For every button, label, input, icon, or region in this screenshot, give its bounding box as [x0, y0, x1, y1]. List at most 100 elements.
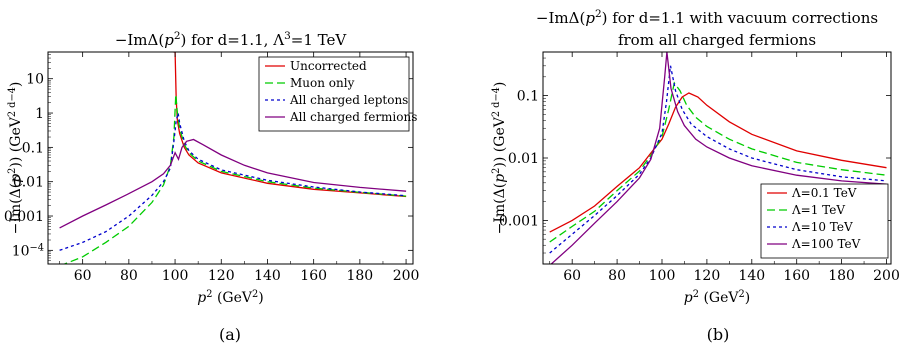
y-tick-label-base: 0.001 — [4, 209, 44, 225]
chart-title-part: 2 — [595, 8, 602, 20]
chart-title: −ImΔ(p2) for d=1.1 with vacuum correctio… — [536, 8, 878, 27]
x-tick-label: 100 — [649, 268, 676, 284]
y-tick-label: 0.01 — [508, 151, 539, 167]
y-axis-label-part: )) (GeV — [492, 116, 508, 167]
x-axis-label-part: ) — [258, 290, 263, 306]
y-tick-label: 0.1 — [22, 140, 44, 156]
y-axis-label-part: −Im(Δ( — [492, 183, 508, 235]
y-axis-label-part: ) — [492, 82, 508, 87]
legend-box — [760, 183, 889, 259]
x-axis-label-part: 2 — [206, 289, 212, 300]
y-tick-label-base: 10 — [26, 72, 44, 88]
y-tick-label-base: 0.01 — [13, 175, 44, 191]
chart-panel-b: 60 80 100 120 140 160 180 2000.10.010.001−ImΔ(p… — [491, 8, 899, 344]
series-line-4 — [59, 138, 407, 229]
legend-box — [258, 56, 410, 132]
x-axis-label-part: 2 — [739, 289, 745, 300]
y-axis-label-part: 2 d−4 — [7, 87, 18, 117]
x-tick-label: 60 — [563, 268, 581, 284]
legend-label-2: Λ=1 TeV — [791, 203, 845, 217]
y-tick-label: 0.1 — [517, 89, 539, 105]
x-tick-label: 80 — [608, 268, 626, 284]
series-line-2 — [62, 94, 407, 264]
y-tick-label-base: 0.01 — [508, 151, 539, 167]
chart-title-part: p — [585, 9, 595, 27]
x-tick-label: 180 — [346, 268, 373, 284]
y-tick-label: 0.001 — [499, 213, 539, 229]
legend-label-1: Uncorrected — [290, 59, 367, 73]
y-tick-label-base: 0.1 — [22, 140, 44, 156]
x-tick-label: 200 — [393, 268, 420, 284]
y-tick-label-exp: −4 — [30, 242, 44, 253]
x-axis-label: p2 (GeV2) — [197, 289, 263, 307]
y-tick-label: 10−4 — [12, 242, 44, 259]
x-tick-label: 140 — [738, 268, 765, 284]
chart-title-part: p — [164, 31, 174, 49]
legend: Λ=0.1 TeV Λ=1 TeV Λ=10 TeV Λ=100 TeV — [760, 183, 889, 259]
x-tick-label: 60 — [74, 268, 92, 284]
x-tick-label: 160 — [300, 268, 327, 284]
x-tick-label: 140 — [254, 268, 281, 284]
y-axis-label-part: 2 d−4 — [491, 87, 502, 117]
x-axis-label-part: p — [197, 290, 206, 306]
chart-title-part: −ImΔ( — [536, 9, 585, 27]
series-line-2 — [549, 81, 887, 243]
y-axis-label-part: p — [492, 174, 508, 183]
x-axis-label-part: 2 — [252, 289, 258, 300]
x-tick-label: 200 — [873, 268, 899, 284]
y-axis-label-part: 2 — [491, 168, 502, 174]
y-axis-label-part: 2 — [7, 168, 18, 174]
panel-caption: (b) — [707, 325, 730, 344]
legend: Uncorrected Muon only All charged leptons A… — [258, 56, 417, 132]
y-axis-label-part: −Im(Δ( — [8, 183, 24, 235]
chart-title-part: 3 — [284, 30, 291, 42]
y-tick-label-base: 0.1 — [517, 89, 539, 105]
y-axis-label: −Im(Δ(p2)) (GeV2 d−4) — [7, 82, 25, 235]
chart-title-part: ) for d=1.1, Λ — [181, 31, 285, 49]
x-axis-label-part: 2 — [693, 289, 699, 300]
y-tick-label: 0.001 — [4, 209, 44, 225]
x-tick-label: 100 — [162, 268, 189, 284]
series-line-1 — [173, 52, 407, 198]
y-tick-label-base: 0.001 — [499, 213, 539, 229]
x-axis-label: p2 (GeV2) — [684, 289, 750, 307]
legend-label-4: All charged fermions — [289, 110, 417, 124]
chart-title-part: 2 — [174, 30, 181, 42]
panel-caption: (a) — [219, 325, 241, 344]
plot-frame — [47, 51, 414, 265]
series-line-3 — [549, 65, 887, 254]
y-tick-label-base: 10 — [12, 243, 30, 259]
y-tick-label: 0.01 — [13, 175, 44, 191]
y-axis-label: −Im(Δ(p2)) (GeV2 d−4) — [491, 82, 509, 235]
series-group — [59, 52, 407, 264]
x-axis-label-part: p — [684, 290, 693, 306]
legend-label-4: Λ=100 TeV — [791, 237, 861, 251]
legend-label-3: All charged leptons — [289, 93, 408, 107]
chart-title-part: =1 TeV — [291, 31, 348, 49]
legend-label-2: Muon only — [290, 76, 355, 90]
y-axis-label-part: p — [8, 174, 24, 183]
x-axis-label-part: (GeV — [699, 290, 739, 306]
chart-title: −ImΔ(p2) for d=1.1, Λ3=1 TeV — [115, 30, 348, 49]
x-tick-label: 180 — [828, 268, 855, 284]
chart-title-line2: from all charged fermions — [618, 31, 816, 49]
y-tick-label: 1 — [35, 106, 44, 122]
x-tick-label: 160 — [783, 268, 810, 284]
legend-label-1: Λ=0.1 TeV — [791, 186, 857, 200]
chart-panel-a: 60 80 100 120 140 160 180 2001010.10.010.00110−… — [4, 30, 420, 344]
y-axis-label-part: ) — [8, 82, 24, 87]
x-axis-label-part: ) — [745, 290, 750, 306]
y-tick-label-base: 1 — [35, 106, 44, 122]
series-group — [549, 52, 887, 264]
x-tick-label: 120 — [694, 268, 721, 284]
x-tick-label: 80 — [120, 268, 138, 284]
x-tick-label: 120 — [208, 268, 235, 284]
legend-label-3: Λ=10 TeV — [791, 220, 853, 234]
y-axis-label-part: )) (GeV — [8, 116, 24, 167]
chart-title-part: ) for d=1.1 with vacuum corrections — [602, 9, 878, 27]
series-line-3 — [59, 112, 407, 251]
chart-title-part: −ImΔ( — [115, 31, 164, 49]
series-line-1 — [549, 92, 887, 233]
series-line-4 — [550, 52, 887, 264]
